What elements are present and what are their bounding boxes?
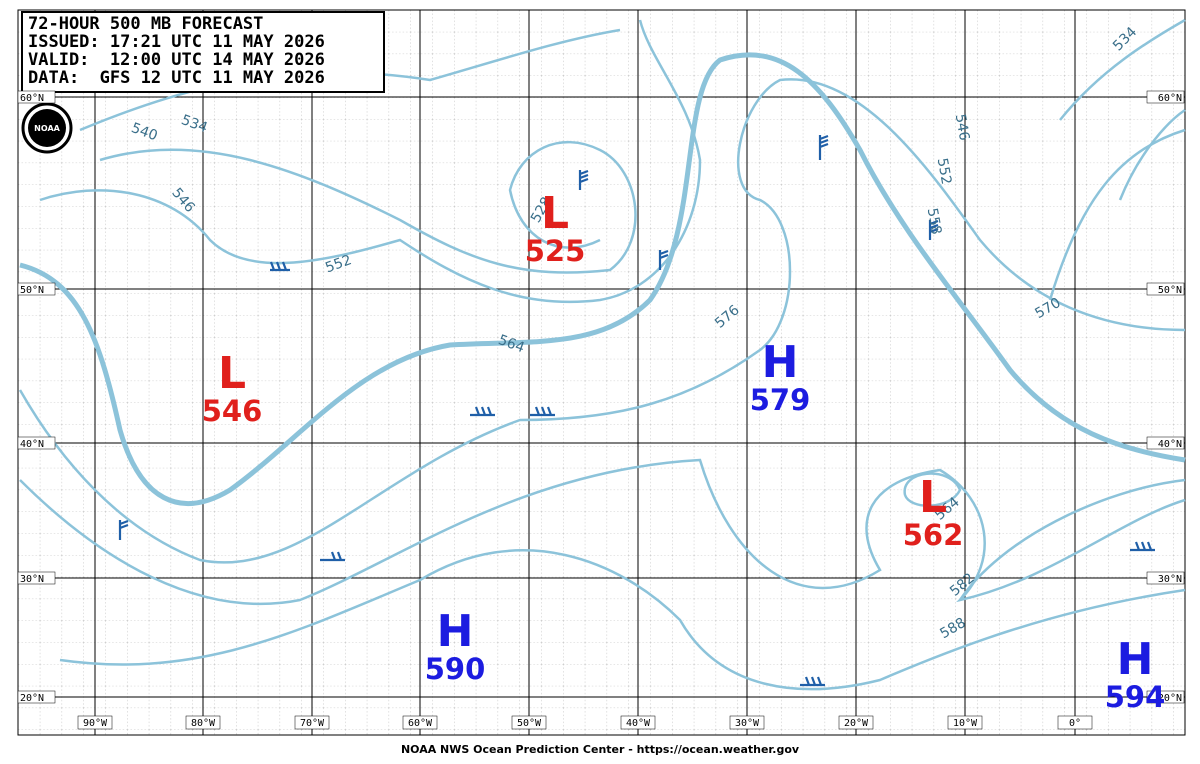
center-value: 525 xyxy=(525,234,586,268)
major-grid xyxy=(18,10,1185,735)
lat-label-box xyxy=(1146,282,1185,296)
lon-label-box xyxy=(838,715,874,730)
lon-label-box xyxy=(77,715,113,730)
lon-label: 10°W xyxy=(953,718,978,729)
lat-label-box xyxy=(1146,90,1185,104)
lat-label-box xyxy=(17,571,56,585)
center-symbol: H xyxy=(1117,634,1154,685)
map-frame xyxy=(17,9,1186,736)
lat-label: 30°N xyxy=(20,574,44,585)
lon-label-box xyxy=(511,715,547,730)
lat-label-box xyxy=(17,90,56,104)
lon-label: 0° xyxy=(1069,718,1081,729)
contour-label: 546 xyxy=(952,113,972,142)
lon-label: 70°W xyxy=(300,718,325,729)
center-value: 594 xyxy=(1105,680,1166,714)
lat-label-box xyxy=(1146,571,1185,585)
lon-label: 50°W xyxy=(517,718,542,729)
lon-label: 80°W xyxy=(191,718,216,729)
logo-text: NOAA xyxy=(34,124,60,133)
lon-label: 90°W xyxy=(83,718,108,729)
header-line: 72-HOUR 500 MB FORECAST xyxy=(28,14,263,34)
lat-label: 20°N xyxy=(1158,693,1182,704)
lat-label-box xyxy=(1146,436,1185,450)
lat-label-box xyxy=(17,282,56,296)
lon-label-box xyxy=(1057,715,1093,730)
center-symbol: L xyxy=(919,472,947,523)
lat-label: 40°N xyxy=(1158,439,1182,450)
noaa-logo: NOAA xyxy=(21,102,73,154)
lat-label: 20°N xyxy=(20,693,44,704)
header-line: ISSUED: 17:21 UTC 11 MAY 2026 xyxy=(28,32,325,52)
header-line: VALID: 12:00 UTC 14 MAY 2026 xyxy=(28,50,325,70)
lon-label-box xyxy=(620,715,656,730)
contour-label: 552 xyxy=(934,157,954,186)
lon-label-box xyxy=(402,715,438,730)
lon-label: 40°W xyxy=(626,718,651,729)
center-value: 562 xyxy=(903,518,964,552)
lat-label: 60°N xyxy=(20,93,44,104)
lon-label: 20°W xyxy=(844,718,869,729)
contour-label: 558 xyxy=(924,207,944,236)
lat-label: 60°N xyxy=(1158,93,1182,104)
wind-barbs xyxy=(118,134,1155,687)
lat-label: 30°N xyxy=(1158,574,1182,585)
lat-label: 50°N xyxy=(20,285,44,296)
footer: NOAA NWS Ocean Prediction Center - https… xyxy=(401,743,800,756)
center-symbol: L xyxy=(541,188,569,239)
center-value: 579 xyxy=(750,383,811,417)
lat-label-box xyxy=(17,436,56,450)
lon-label-box xyxy=(947,715,983,730)
center-symbol: L xyxy=(218,348,246,399)
lon-label-box xyxy=(185,715,221,730)
center-symbol: H xyxy=(762,337,799,388)
lon-label: 60°W xyxy=(408,718,433,729)
lon-label-box xyxy=(294,715,330,730)
header-line: DATA: GFS 12 UTC 11 MAY 2026 xyxy=(28,68,325,88)
lat-label: 50°N xyxy=(1158,285,1182,296)
contours xyxy=(18,18,1186,691)
lon-label: 30°W xyxy=(735,718,760,729)
lat-label-box xyxy=(17,690,56,704)
lat-label-box xyxy=(1146,690,1185,704)
center-value: 590 xyxy=(425,652,486,686)
center-symbol: H xyxy=(437,606,474,657)
lon-label-box xyxy=(729,715,765,730)
lat-label: 40°N xyxy=(20,439,44,450)
center-value: 546 xyxy=(202,394,263,428)
header-box xyxy=(21,11,385,93)
